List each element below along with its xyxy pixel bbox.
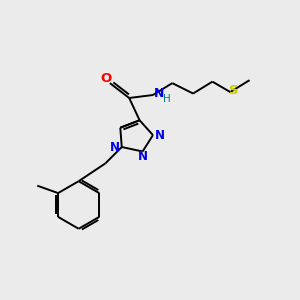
Text: H: H [164, 94, 171, 104]
Text: N: N [154, 87, 164, 100]
Text: N: N [154, 129, 164, 142]
Text: O: O [101, 72, 112, 85]
Text: N: N [138, 150, 148, 163]
Text: S: S [229, 84, 238, 97]
Text: N: N [110, 140, 120, 154]
